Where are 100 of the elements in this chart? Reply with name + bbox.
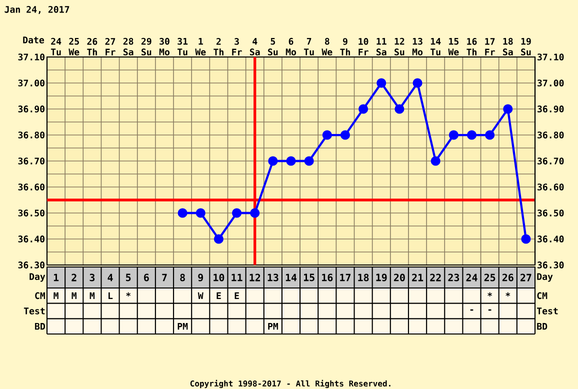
x-tick-label: 7 Tu	[304, 38, 314, 56]
point	[430, 156, 440, 166]
point	[232, 208, 242, 218]
x2-tick-label: 21	[412, 274, 424, 282]
x2-tick-label: 9	[198, 274, 203, 282]
point	[196, 208, 206, 218]
y2-tick-label: 36.40	[538, 236, 564, 242]
text: L	[108, 292, 113, 299]
x2-tick-label: 4	[108, 274, 113, 282]
point	[250, 208, 260, 218]
text: M	[90, 292, 95, 299]
y-tick-label: 36.50	[18, 210, 44, 216]
x-tick-label: 9 Th	[340, 38, 350, 56]
x-tick-label: 31 Tu	[177, 38, 188, 56]
x2-tick-label: 24	[466, 274, 478, 282]
point	[394, 104, 404, 114]
point	[214, 234, 224, 244]
x-tick-label: 2 Th	[214, 38, 224, 56]
y-tick-label: 36.70	[18, 158, 44, 164]
category-label: Test	[537, 308, 558, 314]
x-tick-label: 27 Fr	[105, 38, 116, 56]
x-tick-label: 13 Mo	[412, 38, 423, 56]
x-tick-label: 26 Th	[87, 38, 98, 56]
text: -	[470, 309, 474, 311]
y-tick-label: 37.00	[18, 80, 44, 86]
y-tick-label: 36.40	[18, 236, 44, 242]
x2-tick-label: 22	[430, 274, 441, 282]
y-tick-label: 36.80	[18, 132, 44, 138]
text: M	[54, 292, 58, 299]
x2-tick-label: 25	[484, 274, 496, 282]
x-tick-label: 15 We	[448, 38, 459, 56]
x-tick-label: 3 Fr	[232, 38, 242, 56]
point	[178, 208, 188, 218]
x-tick-label: 17 Fr	[485, 38, 495, 56]
x2-tick-label: 6	[144, 274, 149, 282]
category-label: Test	[24, 308, 45, 314]
x2-tick-label: 11	[232, 274, 242, 282]
chart-title: Jan 24, 2017	[4, 6, 70, 14]
x2-tick-label: 27	[520, 274, 532, 282]
point	[485, 130, 495, 140]
y-tick-label: 37.10	[18, 54, 44, 60]
point	[322, 130, 332, 140]
x-tick-label: 1 We	[195, 38, 206, 56]
point	[340, 130, 350, 140]
text: E	[234, 292, 239, 299]
category-label: BD	[35, 323, 45, 330]
y2-tick-label: 36.70	[538, 158, 564, 164]
y-tick-label: 36.30	[18, 262, 44, 268]
text: Copyright 1998-2017 - All Rights Reserved.	[190, 380, 390, 388]
x2-tick-label: 20	[394, 274, 405, 282]
category-label: CM	[537, 292, 548, 300]
x-tick-label: 28 Sa	[123, 38, 134, 56]
x2-tick-label: 5	[126, 274, 131, 282]
point	[521, 234, 531, 244]
point	[358, 104, 368, 114]
text: M	[72, 292, 76, 299]
x2-tick-label: 15	[304, 274, 314, 282]
y2-tick-label: 37.00	[538, 80, 564, 86]
point	[286, 156, 296, 166]
x2-tick-label: 23	[448, 274, 460, 282]
x2-tick-label: 13	[268, 274, 278, 282]
y-tick-label: 36.90	[18, 106, 44, 112]
y2-tick-label: 36.30	[538, 262, 564, 268]
y2-tick-label: 36.80	[538, 132, 564, 138]
x-tick-label: 14 Tu	[430, 38, 441, 56]
x2-axis-title: Day	[30, 273, 46, 282]
x-tick-label: 30 Mo	[159, 38, 170, 56]
x2-tick-label: 12	[250, 274, 260, 282]
x2-tick-label: 18	[358, 274, 369, 282]
y2-tick-label: 37.10	[538, 54, 564, 60]
point	[503, 104, 513, 114]
x2-tick-label: 2	[72, 274, 76, 282]
x-tick-label: 18 Sa	[502, 38, 513, 56]
x-tick-label: 8 We	[322, 38, 332, 56]
x2-tick-label: 16	[322, 274, 333, 282]
x2-tick-label: 7	[162, 274, 167, 282]
x2-tick-label: 3	[90, 274, 95, 282]
x2-tick-label: 19	[376, 274, 387, 282]
x-tick-label: 10 Fr	[358, 38, 368, 56]
point	[466, 130, 477, 140]
point	[448, 130, 458, 140]
x2-tick-label: 26	[502, 274, 514, 282]
x2-tick-label: 8	[180, 274, 185, 282]
text: PM	[178, 323, 188, 330]
text: W	[198, 292, 204, 299]
x-tick-label: 11 Sa	[376, 38, 386, 56]
point	[412, 78, 422, 88]
x-tick-label: 29 Su	[141, 38, 152, 56]
x-tick-label: 4 Sa	[250, 38, 260, 56]
x-tick-label: 19 Su	[521, 38, 531, 56]
x-axis-title: Date	[23, 36, 44, 44]
x-tick-label: 16 Th	[466, 38, 477, 56]
y2-tick-label: 36.50	[538, 210, 564, 216]
x2-tick-label: 14	[286, 274, 297, 282]
text: *	[488, 292, 492, 296]
point	[304, 156, 314, 166]
point	[268, 156, 278, 166]
point	[376, 78, 386, 88]
x-tick-label: 6 Mo	[286, 38, 296, 56]
category-label: CM	[35, 292, 46, 300]
